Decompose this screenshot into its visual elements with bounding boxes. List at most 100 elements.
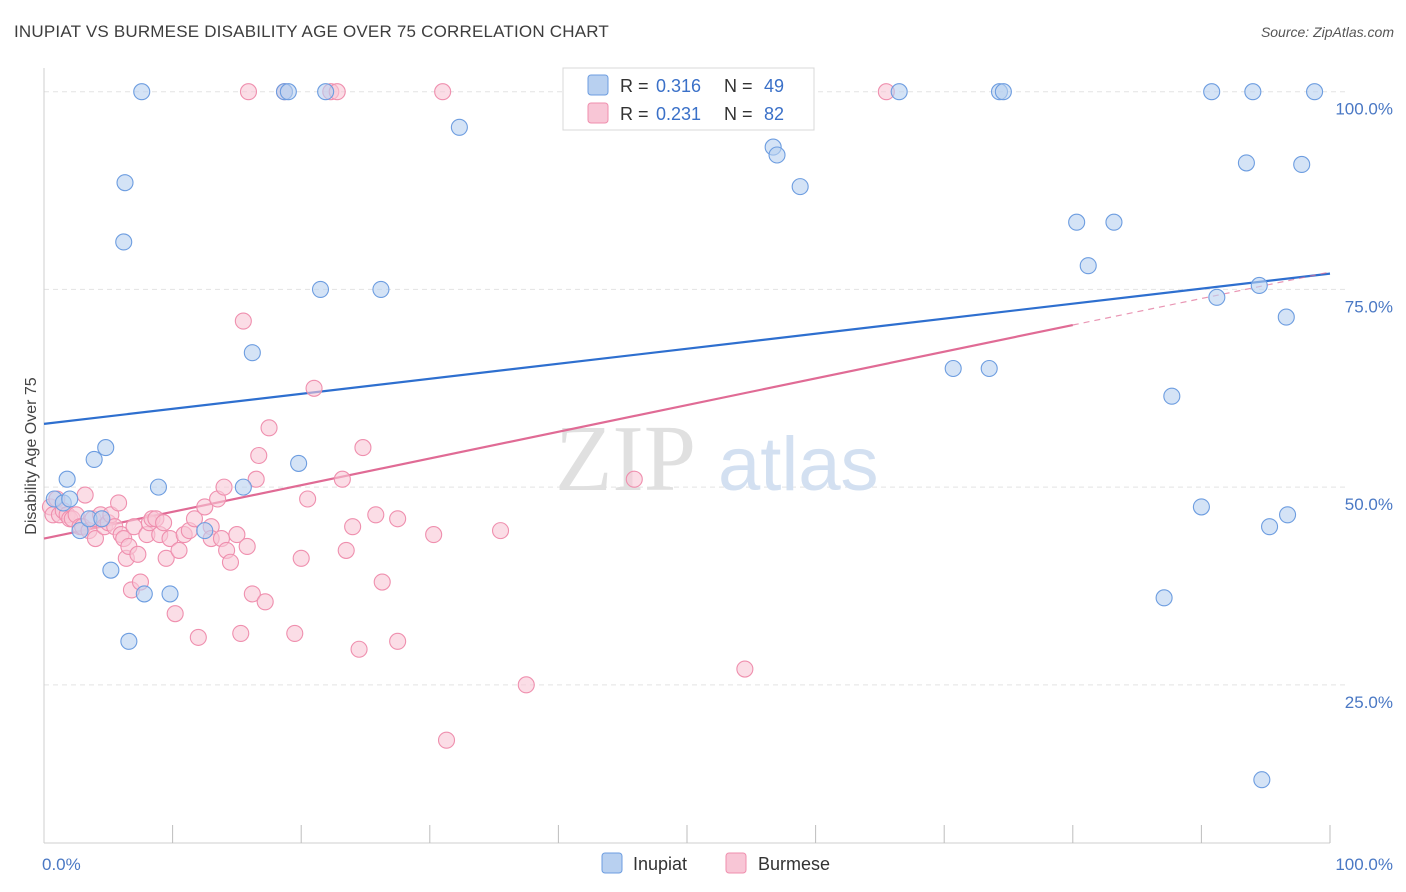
- point-burmese-59: [260, 419, 278, 437]
- series-legend-swatch-inupiat: [601, 852, 623, 874]
- trend-line-inupiat: [43, 272, 1331, 425]
- point-burmese-78: [491, 522, 510, 540]
- legend-n-value-burmese: 82: [764, 104, 784, 124]
- point-burmese-38: [170, 541, 188, 559]
- point-inupiat-34: [994, 83, 1012, 101]
- point-inupiat-19: [243, 344, 261, 362]
- point-burmese-56: [247, 470, 265, 488]
- legend-swatch-inupiat: [587, 74, 609, 96]
- point-burmese-50: [221, 553, 240, 571]
- point-inupiat-6: [85, 450, 103, 469]
- point-inupiat-21: [279, 83, 297, 101]
- point-inupiat-42: [1208, 288, 1226, 306]
- y-tick-label-3: 25.0%: [1345, 693, 1393, 712]
- series-legend: Inupiat Burmese: [601, 852, 830, 874]
- point-inupiat-46: [1253, 771, 1271, 789]
- point-burmese-51: [228, 526, 246, 544]
- point-burmese-48: [215, 478, 233, 496]
- point-inupiat-12: [120, 632, 138, 650]
- point-inupiat-25: [372, 280, 390, 298]
- point-inupiat-30: [890, 83, 908, 101]
- x-tick-label-0: 0.0%: [42, 855, 81, 874]
- point-burmese-63: [305, 379, 323, 397]
- point-burmese-79: [517, 676, 535, 694]
- point-inupiat-16: [161, 585, 179, 603]
- point-inupiat-3: [61, 490, 79, 508]
- point-burmese-57: [250, 446, 268, 465]
- legend-n-value-inupiat: 49: [764, 76, 784, 96]
- point-inupiat-26: [450, 118, 468, 136]
- legend-r-value-burmese: 0.231: [656, 104, 701, 124]
- point-inupiat-24: [317, 83, 335, 101]
- point-burmese-41: [185, 510, 204, 528]
- point-burmese-61: [292, 549, 310, 567]
- point-inupiat-17: [196, 522, 214, 540]
- point-inupiat-49: [1279, 506, 1297, 524]
- point-inupiat-7: [93, 510, 111, 528]
- point-inupiat-11: [116, 174, 134, 192]
- grid-lines: [44, 91, 1346, 686]
- point-inupiat-14: [135, 585, 153, 603]
- point-burmese-76: [434, 83, 452, 101]
- chart-title: INUPIAT VS BURMESE DISABILITY AGE OVER 7…: [14, 22, 609, 41]
- point-burmese-81: [736, 660, 754, 678]
- legend-n-label-burmese: N =: [724, 104, 753, 124]
- point-inupiat-28: [768, 146, 786, 164]
- point-inupiat-15: [149, 478, 168, 496]
- point-burmese-83: [239, 83, 258, 101]
- point-burmese-42: [189, 628, 207, 646]
- series-legend-swatch-burmese: [725, 852, 747, 874]
- x-tick-labels: 0.0% 100.0%: [42, 825, 1393, 874]
- point-burmese-52: [232, 624, 250, 642]
- legend-r-label-burmese: R =: [620, 104, 649, 124]
- point-burmese-62: [299, 490, 317, 508]
- point-inupiat-29: [791, 178, 809, 196]
- point-inupiat-47: [1261, 518, 1279, 536]
- point-inupiat-2: [58, 470, 76, 488]
- y-tick-label-0: 100.0%: [1335, 100, 1393, 119]
- legend-r-label-inupiat: R =: [620, 76, 649, 96]
- legend-swatch-burmese: [587, 102, 609, 124]
- point-burmese-72: [373, 573, 391, 591]
- y-tick-label-1: 75.0%: [1345, 297, 1393, 316]
- point-burmese-34: [155, 514, 173, 532]
- point-burmese-71: [367, 506, 385, 524]
- point-burmese-70: [354, 439, 372, 457]
- point-inupiat-50: [1293, 155, 1311, 174]
- point-inupiat-35: [1068, 213, 1086, 231]
- y-tick-label-2: 50.0%: [1345, 495, 1393, 514]
- x-tick-label-1: 100.0%: [1335, 855, 1393, 874]
- point-burmese-69: [350, 640, 368, 658]
- point-burmese-60: [286, 624, 304, 642]
- point-inupiat-23: [311, 280, 330, 298]
- point-inupiat-48: [1277, 308, 1295, 326]
- point-inupiat-18: [234, 478, 252, 496]
- watermark: ZIP atlas: [555, 407, 879, 511]
- point-inupiat-43: [1237, 154, 1255, 172]
- watermark-zip: ZIP: [555, 407, 696, 511]
- watermark-atlas: atlas: [718, 422, 879, 507]
- point-inupiat-13: [133, 83, 151, 101]
- point-inupiat-32: [980, 359, 998, 378]
- point-burmese-73: [389, 510, 407, 528]
- point-burmese-14: [86, 529, 104, 548]
- point-inupiat-9: [102, 561, 120, 579]
- point-burmese-58: [256, 593, 274, 611]
- point-inupiat-44: [1244, 83, 1262, 101]
- point-burmese-27: [129, 545, 147, 563]
- y-axis-label: Disability Age Over 75: [23, 377, 40, 535]
- point-burmese-77: [437, 731, 456, 749]
- y-tick-labels: 100.0% 75.0% 50.0% 25.0%: [1335, 100, 1393, 712]
- point-burmese-74: [389, 632, 407, 650]
- point-burmese-66: [333, 470, 351, 488]
- point-burmese-80: [625, 470, 643, 488]
- point-inupiat-45: [1250, 276, 1268, 295]
- point-burmese-68: [344, 518, 362, 536]
- point-burmese-55: [243, 585, 261, 603]
- point-burmese-11: [76, 486, 94, 504]
- point-inupiat-4: [71, 522, 89, 540]
- point-burmese-54: [238, 537, 256, 555]
- point-inupiat-37: [1105, 213, 1123, 231]
- point-burmese-20: [110, 494, 128, 512]
- point-burmese-67: [337, 541, 355, 559]
